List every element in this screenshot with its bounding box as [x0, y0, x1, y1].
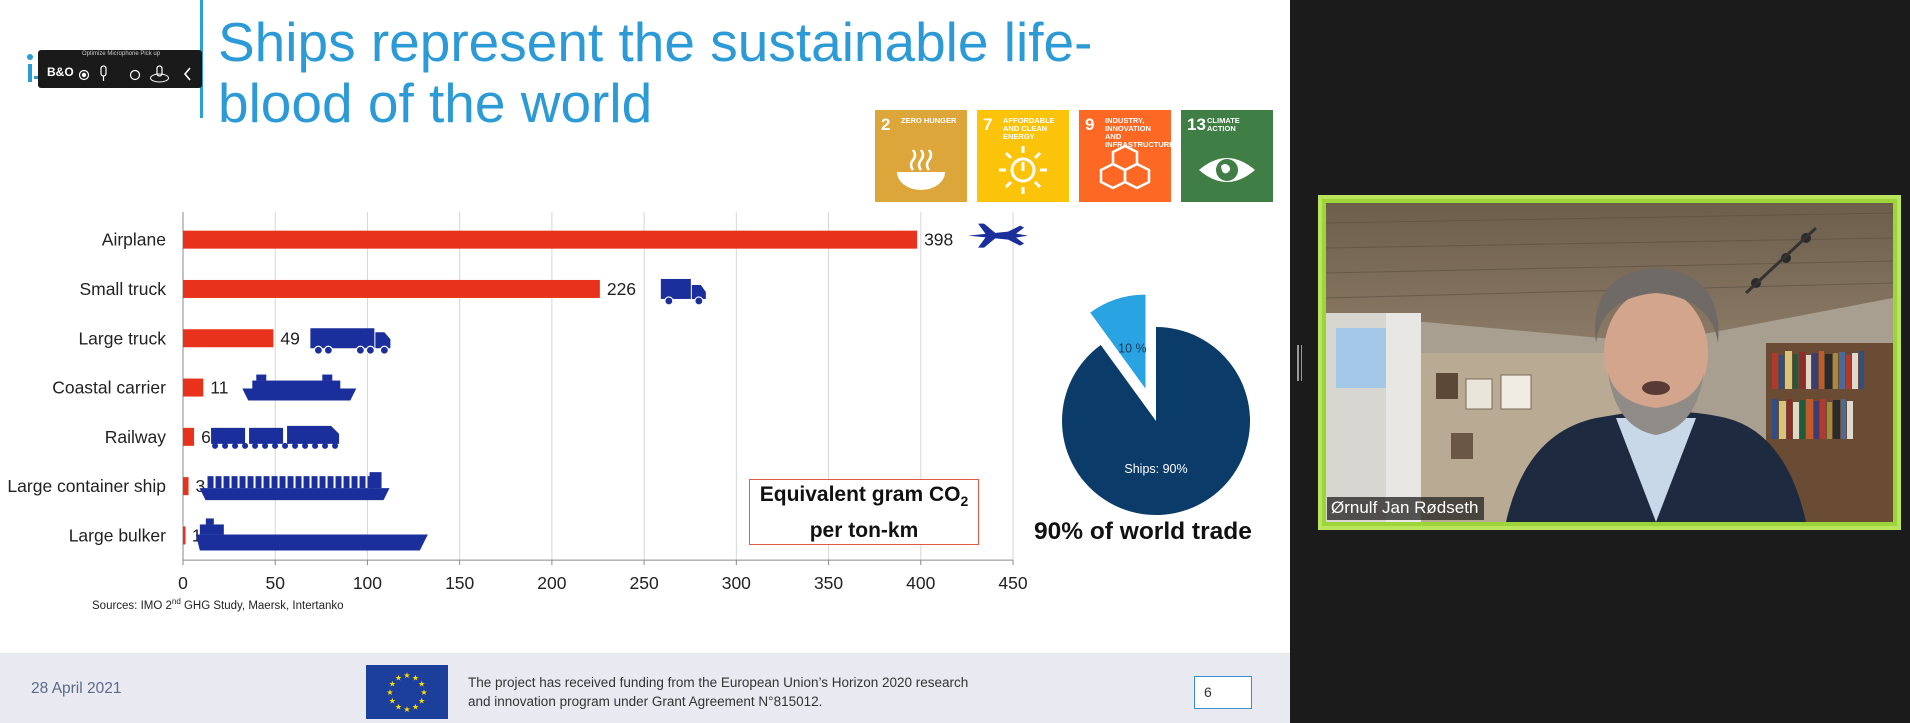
x-tick-label: 350	[814, 573, 843, 593]
eu-flag-icon: ★★★★★★★★★★★★	[366, 665, 448, 719]
sdg-label: CLIMATE ACTION	[1207, 117, 1267, 133]
microphone-widget[interactable]: Optimize Microphone Pick up B&O	[38, 50, 202, 88]
svg-text:★: ★	[418, 697, 425, 706]
funding-line-2: and innovation program under Grant Agree…	[468, 692, 1028, 711]
data-label: 11	[210, 378, 228, 398]
sdg-number: 9	[1085, 115, 1094, 135]
lorry-icon	[310, 328, 390, 354]
world-trade-pie-chart: 10 % Ships: 90%	[1050, 285, 1270, 525]
slide: Optimize Microphone Pick up B&O Ships re…	[0, 0, 1290, 723]
svg-text:★: ★	[403, 705, 410, 714]
category-label: Large truck	[78, 328, 166, 348]
svg-text:★: ★	[418, 680, 425, 689]
pie-label: Ships: 90%	[1124, 462, 1187, 476]
sdg-tile-7: 7 AFFORDABLE AND CLEAN ENERGY	[977, 110, 1069, 202]
sdg-tile-13: 13 CLIMATE ACTION	[1181, 110, 1273, 202]
funding-statement: The project has received funding from th…	[468, 673, 1028, 711]
x-tick-label: 300	[722, 573, 751, 593]
sdg-tile-2: 2 ZERO HUNGER	[875, 110, 967, 202]
train-icon	[211, 426, 339, 449]
svg-text:★: ★	[395, 703, 402, 712]
units-line-1: Equivalent gram CO2	[750, 480, 978, 516]
sdg-number: 7	[983, 115, 992, 135]
bar	[183, 428, 194, 446]
footer-date: 28 April 2021	[31, 680, 122, 698]
sdg-number: 13	[1187, 115, 1206, 135]
cubes-icon	[1095, 142, 1155, 196]
svg-text:★: ★	[403, 671, 410, 680]
brand-logo: B&O	[47, 65, 74, 79]
slide-footer: 28 April 2021 ★★★★★★★★★★★★ The project h…	[0, 653, 1290, 723]
category-label: Large container ship	[7, 476, 166, 496]
data-label: 226	[607, 279, 636, 299]
pie-label: 10 %	[1118, 341, 1147, 355]
container-ship-icon	[200, 472, 390, 500]
category-label: Large bulker	[69, 525, 166, 545]
participant-video-tile[interactable]: Ørnulf Jan Rødseth	[1318, 195, 1901, 530]
bar	[183, 280, 600, 298]
room-pickup-icon	[151, 66, 169, 82]
participant-name-tag: Ørnulf Jan Rødseth	[1327, 497, 1484, 520]
bar	[183, 477, 189, 495]
svg-text:★: ★	[395, 673, 402, 682]
bar	[183, 526, 186, 544]
bar	[183, 329, 273, 347]
svg-text:★: ★	[412, 703, 419, 712]
sources-sup: nd	[172, 597, 181, 606]
participant-video-feed	[1326, 203, 1893, 522]
sdg-label: ZERO HUNGER	[901, 117, 961, 125]
x-tick-label: 400	[906, 573, 935, 593]
sdg-tile-9: 9 INDUSTRY, INNOVATION AND INFRASTRUCTUR…	[1079, 110, 1171, 202]
x-tick-label: 50	[265, 573, 285, 593]
collapse-chevron-icon[interactable]	[185, 68, 190, 80]
bar	[183, 379, 203, 397]
airplane-icon	[968, 224, 1028, 248]
x-tick-label: 200	[537, 573, 566, 593]
units-subscript: 2	[960, 493, 968, 509]
microphone-icon	[101, 66, 106, 81]
bar	[183, 231, 917, 249]
bowl-icon	[891, 142, 951, 196]
sources-note: Sources: IMO 2nd GHG Study, Maersk, Inte…	[92, 597, 344, 612]
category-label: Coastal carrier	[52, 378, 166, 398]
x-tick-label: 0	[178, 573, 188, 593]
category-label: Small truck	[79, 279, 166, 299]
panel-resize-handle[interactable]	[1297, 345, 1304, 381]
x-tick-label: 250	[630, 573, 659, 593]
mic-widget-controls[interactable]: B&O	[38, 50, 202, 88]
bulker-ship-icon	[196, 518, 428, 550]
svg-text:★: ★	[386, 688, 393, 697]
funding-line-1: The project has received funding from th…	[468, 673, 1028, 692]
x-tick-label: 100	[353, 573, 382, 593]
x-tick-label: 450	[998, 573, 1027, 593]
units-box: Equivalent gram CO2 per ton-km	[749, 479, 979, 545]
x-tick-label: 150	[445, 573, 474, 593]
trade-caption: 90% of world trade	[1034, 518, 1252, 546]
units-co2: Equivalent gram CO	[760, 483, 961, 506]
data-label: 6	[201, 427, 211, 447]
sdg-number: 2	[881, 115, 890, 135]
pie-slice	[1062, 327, 1250, 515]
radio-off-icon[interactable]	[131, 71, 140, 80]
page-number: 6	[1194, 676, 1252, 709]
sdg-label: AFFORDABLE AND CLEAN ENERGY	[1003, 117, 1063, 141]
units-line-2: per ton-km	[750, 516, 978, 546]
category-label: Airplane	[102, 230, 166, 250]
sources-suffix: GHG Study, Maersk, Intertanko	[181, 600, 344, 612]
svg-text:★: ★	[389, 697, 396, 706]
sources-prefix: Sources: IMO 2	[92, 600, 172, 612]
truck-icon	[661, 279, 706, 305]
sun-power-icon	[993, 142, 1053, 196]
coastal-ship-icon	[242, 375, 356, 401]
data-label: 49	[280, 328, 299, 348]
category-label: Railway	[105, 427, 167, 447]
data-label: 398	[924, 230, 953, 250]
radio-dot	[82, 73, 86, 77]
title-line-1: Ships represent the sustainable life-	[218, 12, 1092, 73]
eye-globe-icon	[1197, 142, 1257, 196]
